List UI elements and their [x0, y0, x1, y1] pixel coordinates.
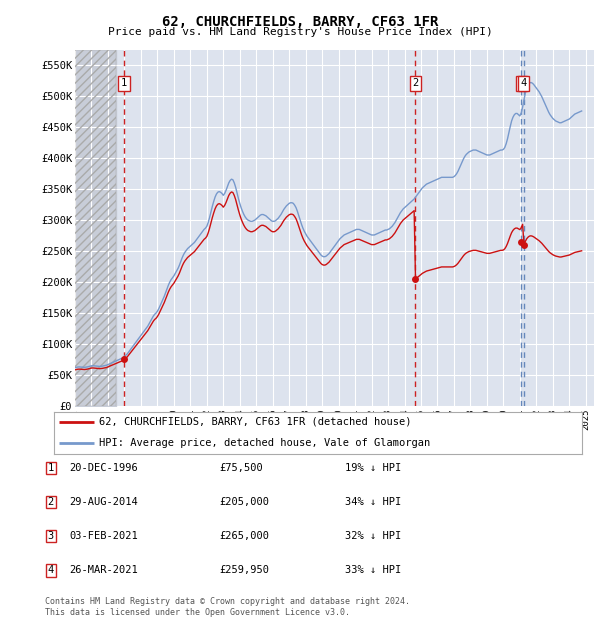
Text: 33% ↓ HPI: 33% ↓ HPI	[345, 565, 401, 575]
FancyBboxPatch shape	[46, 564, 56, 577]
Text: £75,500: £75,500	[219, 463, 263, 473]
Text: 2: 2	[47, 497, 54, 507]
FancyBboxPatch shape	[46, 530, 56, 542]
FancyBboxPatch shape	[46, 496, 56, 508]
Text: 2: 2	[412, 79, 419, 89]
Text: 3: 3	[47, 531, 54, 541]
Text: 20-DEC-1996: 20-DEC-1996	[69, 463, 138, 473]
Text: £205,000: £205,000	[219, 497, 269, 507]
Text: 4: 4	[521, 79, 527, 89]
Text: 1: 1	[47, 463, 54, 473]
Text: 34% ↓ HPI: 34% ↓ HPI	[345, 497, 401, 507]
Text: Price paid vs. HM Land Registry's House Price Index (HPI): Price paid vs. HM Land Registry's House …	[107, 27, 493, 37]
Text: 19% ↓ HPI: 19% ↓ HPI	[345, 463, 401, 473]
Text: £259,950: £259,950	[219, 565, 269, 575]
Text: £265,000: £265,000	[219, 531, 269, 541]
Text: Contains HM Land Registry data © Crown copyright and database right 2024.
This d: Contains HM Land Registry data © Crown c…	[45, 598, 410, 617]
Text: 26-MAR-2021: 26-MAR-2021	[69, 565, 138, 575]
FancyBboxPatch shape	[46, 462, 56, 474]
Text: HPI: Average price, detached house, Vale of Glamorgan: HPI: Average price, detached house, Vale…	[99, 438, 430, 448]
Text: 1: 1	[121, 79, 127, 89]
Text: 62, CHURCHFIELDS, BARRY, CF63 1FR: 62, CHURCHFIELDS, BARRY, CF63 1FR	[162, 16, 438, 30]
Text: 29-AUG-2014: 29-AUG-2014	[69, 497, 138, 507]
Text: 32% ↓ HPI: 32% ↓ HPI	[345, 531, 401, 541]
Text: 3: 3	[518, 79, 524, 89]
Text: 4: 4	[47, 565, 54, 575]
Text: 62, CHURCHFIELDS, BARRY, CF63 1FR (detached house): 62, CHURCHFIELDS, BARRY, CF63 1FR (detac…	[99, 417, 412, 427]
Text: 03-FEB-2021: 03-FEB-2021	[69, 531, 138, 541]
